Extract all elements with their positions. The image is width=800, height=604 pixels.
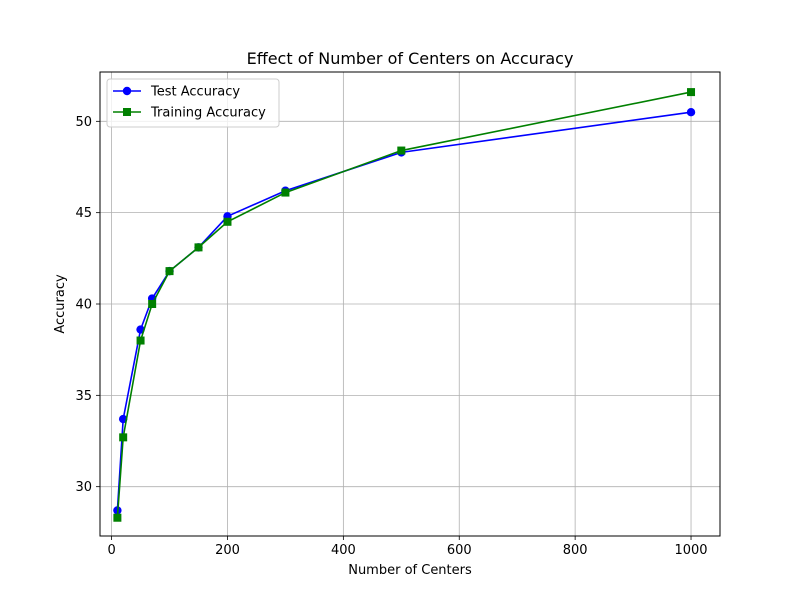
- data-point: [687, 88, 696, 97]
- y-tick-label: 30: [75, 480, 92, 495]
- data-point: [113, 513, 122, 522]
- legend-item: Test Accuracy: [113, 85, 240, 100]
- x-axis-label: Number of Centers: [348, 563, 472, 578]
- data-point: [165, 267, 174, 276]
- series-2: [113, 88, 696, 522]
- data-point: [119, 433, 128, 442]
- series-line: [116, 91, 692, 518]
- data-point: [686, 107, 696, 117]
- y-tick-label: 40: [75, 298, 92, 313]
- data-point: [136, 336, 145, 345]
- data-point: [281, 188, 290, 197]
- y-tick-label: 45: [75, 206, 92, 221]
- data-point: [194, 243, 203, 252]
- grid: [100, 72, 720, 536]
- x-tick-label: 0: [107, 543, 115, 558]
- legend-marker: [123, 108, 131, 116]
- x-tick-label: 1000: [674, 543, 707, 558]
- ticks: 0 200 400 600 800 1000 30 35 40 45 50: [75, 115, 707, 558]
- legend-label: Test Accuracy: [150, 85, 240, 100]
- legend-label: Training Accuracy: [150, 106, 266, 121]
- y-tick-label: 50: [75, 115, 92, 130]
- x-tick-label: 400: [331, 543, 356, 558]
- data-point: [148, 300, 157, 308]
- x-tick-label: 200: [215, 543, 240, 558]
- series-layer: [113, 88, 696, 522]
- x-tick-label: 800: [563, 543, 588, 558]
- data-point: [223, 217, 232, 226]
- legend-marker: [122, 86, 132, 96]
- y-axis-label: Accuracy: [53, 274, 68, 334]
- data-point: [397, 146, 406, 155]
- chart-title: Effect of Number of Centers on Accuracy: [247, 49, 574, 68]
- legend-box: [106, 78, 280, 128]
- legend-item: Training Accuracy: [113, 106, 266, 121]
- legend: Test Accuracy Training Accuracy: [106, 78, 280, 128]
- x-tick-label: 600: [447, 543, 472, 558]
- y-tick-label: 35: [75, 389, 92, 404]
